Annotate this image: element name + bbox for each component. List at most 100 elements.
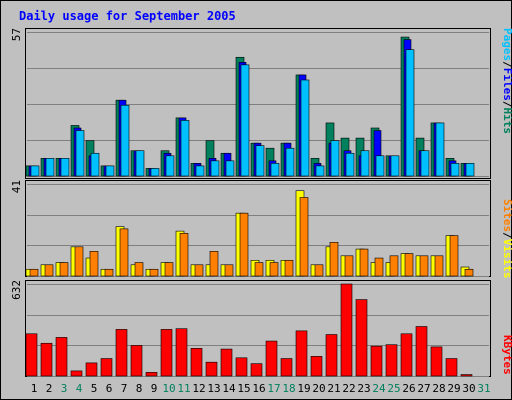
bar-sites-day-9 [149, 268, 159, 277]
x-label-day-20: 20 [312, 382, 325, 395]
bar-sites-day-8 [134, 262, 144, 277]
bar-sites-day-10 [164, 262, 174, 277]
bar-pages-day-10 [165, 155, 175, 177]
bar-pages-day-27 [420, 150, 430, 177]
x-label-day-10: 10 [162, 382, 175, 395]
bar-pages-day-3 [60, 158, 70, 177]
y-max-label-visits: 41 [10, 180, 23, 193]
y-max-label-hits: 57 [10, 28, 23, 41]
legend-sep-2: / [501, 101, 512, 108]
x-label-day-19: 19 [297, 382, 310, 395]
x-label-day-26: 26 [402, 382, 415, 395]
bar-sites-day-6 [104, 268, 114, 277]
legend-sep-3: / [501, 232, 512, 239]
legend-hits-files-pages: Pages/Files/Hits [501, 28, 512, 134]
legend-visits-sites: Sites/Visits [501, 199, 512, 279]
bar-pages-day-7 [120, 104, 130, 177]
x-label-day-21: 21 [327, 382, 340, 395]
bar-kbytes-day-2 [40, 342, 53, 377]
x-label-day-5: 5 [91, 382, 98, 395]
bar-pages-day-24 [375, 155, 385, 177]
x-axis-labels: 1 2 3 4 5 6 7 8 9 10 11 12 13 14 15 16 17 18 19 20 21 22 23 24 2… [31, 382, 491, 395]
bar-pages-day-18 [285, 147, 295, 177]
bar-kbytes-day-23 [355, 299, 368, 377]
bar-sites-day-20 [314, 264, 324, 277]
bar-sites-day-17 [269, 262, 279, 277]
bar-sites-day-18 [284, 259, 294, 277]
bar-kbytes-day-15 [235, 357, 248, 377]
bar-sites-day-11 [179, 233, 189, 277]
x-label-day-2: 2 [46, 382, 53, 395]
bar-pages-day-23 [360, 150, 370, 177]
bar-kbytes-day-12 [190, 348, 203, 377]
x-label-day-30: 30 [462, 382, 475, 395]
bar-pages-day-16 [255, 145, 265, 177]
bar-pages-day-30 [465, 163, 475, 177]
bar-pages-day-11 [180, 120, 190, 177]
x-label-day-23: 23 [357, 382, 370, 395]
legend-visits: Visits [501, 239, 512, 279]
bar-marks [25, 36, 475, 377]
bar-sites-day-30 [464, 268, 474, 277]
legend-hits: Hits [501, 108, 512, 135]
x-label-day-3: 3 [61, 382, 68, 395]
bar-sites-day-4 [74, 246, 84, 277]
x-label-day-11: 11 [177, 382, 190, 395]
bar-pages-day-19 [300, 79, 310, 177]
bar-sites-day-7 [119, 228, 129, 277]
bar-sites-day-16 [254, 262, 264, 277]
y-max-label-kbytes: 632 [10, 280, 23, 300]
bar-sites-day-23 [359, 248, 369, 277]
legend-pages: Pages [501, 28, 512, 61]
bar-sites-day-26 [404, 253, 414, 277]
legend-kbytes: KBytes [501, 335, 512, 375]
bar-kbytes-day-20 [310, 356, 323, 377]
bar-pages-day-12 [195, 165, 205, 177]
bar-kbytes-day-6 [100, 358, 113, 377]
bar-kbytes-day-19 [295, 330, 308, 377]
bar-kbytes-day-1 [25, 333, 38, 377]
bar-pages-day-14 [225, 160, 235, 177]
bar-kbytes-day-22 [340, 283, 353, 377]
x-label-day-8: 8 [136, 382, 143, 395]
bar-kbytes-day-14 [220, 348, 233, 377]
x-label-day-1: 1 [31, 382, 38, 395]
bar-kbytes-day-7 [115, 329, 128, 377]
x-label-day-27: 27 [417, 382, 430, 395]
bar-sites-day-28 [434, 255, 444, 277]
x-label-day-31: 31 [477, 382, 490, 395]
bar-pages-day-20 [315, 165, 325, 177]
bar-pages-day-22 [345, 152, 355, 177]
bar-sites-day-2 [44, 264, 54, 277]
bar-kbytes-day-24 [370, 345, 383, 377]
chart-title: Daily usage for September 2005 [19, 9, 236, 23]
bar-kbytes-day-27 [415, 326, 428, 377]
x-label-day-6: 6 [106, 382, 113, 395]
bar-kbytes-day-28 [430, 346, 443, 377]
legend-files: Files [501, 68, 512, 101]
x-label-day-13: 13 [207, 382, 220, 395]
bar-kbytes-day-25 [385, 344, 398, 377]
bar-sites-day-13 [209, 251, 219, 277]
bar-pages-day-5 [90, 152, 100, 177]
bar-pages-day-26 [405, 49, 415, 177]
x-label-day-16: 16 [252, 382, 265, 395]
x-label-day-25: 25 [387, 382, 400, 395]
bar-sites-day-21 [329, 242, 339, 277]
bar-kbytes-day-4 [70, 370, 83, 377]
legend-sites: Sites [501, 199, 512, 232]
bar-pages-day-28 [435, 122, 445, 177]
bar-pages-day-6 [105, 165, 115, 177]
bar-sites-day-12 [194, 264, 204, 277]
bar-sites-day-3 [59, 262, 69, 277]
bar-sites-day-1 [29, 268, 39, 277]
bar-sites-day-24 [374, 257, 384, 277]
bar-kbytes-day-29 [445, 358, 458, 377]
bar-pages-day-17 [270, 163, 280, 177]
bar-kbytes-day-26 [400, 333, 413, 377]
bar-kbytes-day-5 [85, 362, 98, 377]
bar-sites-day-15 [239, 212, 249, 277]
bar-kbytes-day-11 [175, 328, 188, 377]
x-label-day-7: 7 [121, 382, 128, 395]
